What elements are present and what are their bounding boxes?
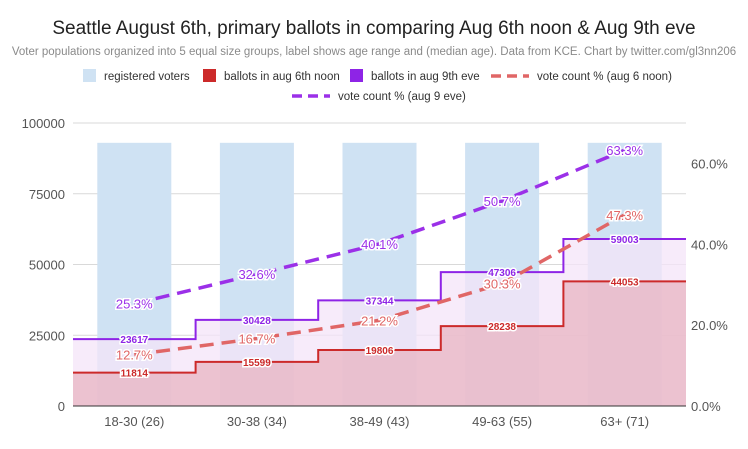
x-axis-tick-label: 30-38 (34) bbox=[227, 414, 287, 429]
legend-label-pct-aug6: vote count % (aug 6 noon) bbox=[537, 71, 672, 83]
left-axis-tick-label: 25000 bbox=[29, 328, 65, 343]
pct-aug6-value-label: 21.2% bbox=[361, 313, 398, 328]
ballots-aug6-value-label: 19806 bbox=[366, 346, 394, 357]
data-labels: 11814 15599 19806 28238 44053 23617 30428 37344… bbox=[114, 142, 645, 381]
legend-label-ballots-aug9: ballots in aug 9th eve bbox=[371, 71, 480, 83]
left-axis-tick-label: 100000 bbox=[22, 116, 65, 131]
legend-swatch-ballots-aug6 bbox=[203, 69, 216, 82]
pct-aug6-value-label: 12.7% bbox=[116, 348, 153, 363]
pct-aug6-value-label: 47.3% bbox=[606, 208, 643, 223]
right-axis-tick-label: 40.0% bbox=[691, 237, 728, 252]
axes: 0 25000 50000 75000 100000 0.0% 20.0% 40.0% 60.0… bbox=[22, 116, 729, 429]
chart-subtitle: Voter populations organized into 5 equal… bbox=[12, 46, 736, 58]
ballots-aug6-value-label: 28238 bbox=[488, 322, 516, 333]
pct-aug9-value-label: 32.6% bbox=[238, 267, 275, 282]
ballots-aug9-value-label: 30428 bbox=[243, 316, 271, 327]
x-axis-tick-label: 38-49 (43) bbox=[350, 414, 410, 429]
ballots-aug9-value-label: 47306 bbox=[488, 268, 516, 279]
x-axis-tick-label: 18-30 (26) bbox=[104, 414, 164, 429]
vote-percent-lines bbox=[133, 148, 626, 357]
pct-aug6-value-label: 16.7% bbox=[238, 331, 275, 346]
right-axis-tick-label: 60.0% bbox=[691, 156, 728, 171]
legend-swatch-ballots-aug9 bbox=[350, 69, 363, 82]
ballots-aug6-value-label: 44053 bbox=[611, 277, 639, 288]
ballots-aug6-value-label: 15599 bbox=[243, 358, 271, 369]
ballots-aug6-area bbox=[73, 281, 686, 406]
ballots-aug6-value-label: 11814 bbox=[121, 369, 149, 380]
legend-label-pct-aug9: vote count % (aug 9 eve) bbox=[338, 91, 466, 103]
ballots-aug6-line bbox=[73, 280, 686, 374]
ballots-aug9-value-label: 23617 bbox=[120, 335, 148, 346]
right-axis-tick-label: 0.0% bbox=[691, 399, 721, 414]
legend-label-ballots-aug6: ballots in aug 6th noon bbox=[224, 71, 340, 83]
chart-title: Seattle August 6th, primary ballots in c… bbox=[52, 18, 695, 39]
pct-aug9-line bbox=[133, 148, 626, 306]
pct-aug9-value-label: 25.3% bbox=[116, 297, 153, 312]
ballots-aug9-value-label: 37344 bbox=[366, 296, 394, 307]
x-axis-tick-label: 49-63 (55) bbox=[472, 414, 532, 429]
legend: registered voters ballots in aug 6th noo… bbox=[83, 69, 672, 103]
ballots-aug9-line bbox=[73, 238, 686, 341]
legend-swatch-registered-voters bbox=[83, 69, 96, 82]
pct-aug6-line bbox=[134, 213, 626, 357]
ballots-aug9-value-label: 59003 bbox=[611, 235, 639, 246]
legend-label-registered-voters: registered voters bbox=[104, 71, 190, 83]
pct-aug9-value-label: 50.7% bbox=[484, 194, 521, 209]
x-axis-tick-label: 63+ (71) bbox=[600, 414, 649, 429]
left-axis-tick-label: 50000 bbox=[29, 258, 65, 273]
pct-aug9-value-label: 63.3% bbox=[606, 143, 643, 158]
left-axis-tick-label: 0 bbox=[58, 399, 65, 414]
ballot-areas bbox=[73, 238, 686, 406]
right-axis-tick-label: 20.0% bbox=[691, 318, 728, 333]
pct-aug9-value-label: 40.1% bbox=[361, 237, 398, 252]
left-axis-tick-label: 75000 bbox=[29, 187, 65, 202]
pct-aug6-value-label: 30.3% bbox=[484, 277, 521, 292]
